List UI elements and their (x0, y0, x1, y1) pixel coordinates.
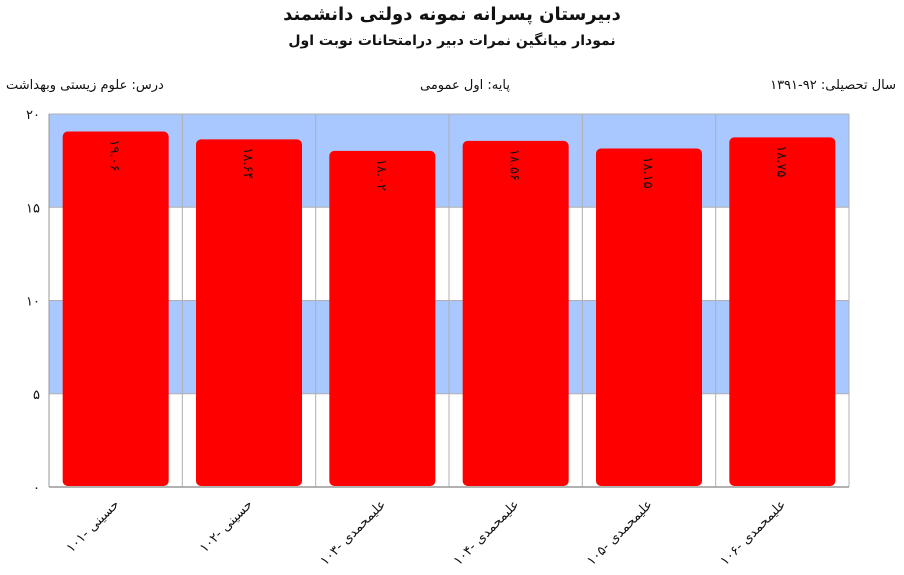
x-tick-label: علیمحمدی -۱۰۴ (451, 497, 523, 569)
bar (729, 137, 836, 486)
chart-title: دبیرستان پسرانه نمونه دولتی دانشمند (283, 4, 621, 25)
y-tick-label: ۱۰ (26, 295, 40, 310)
chart-subtitle: نمودار میانگین نمرات دبیر درامتحانات نوب… (288, 33, 616, 49)
x-tick-label: علیمحمدی -۱۰۶ (718, 497, 790, 569)
bar-value-label: ۱۸.۵۶ (507, 149, 522, 181)
academic-year: سال تحصیلی: ۹۲-۱۳۹۱ (770, 78, 896, 93)
bar-value-label: ۱۸.۷۵ (773, 145, 788, 177)
bar (596, 148, 702, 486)
bar-value-label: ۱۸.۰۲ (373, 159, 388, 191)
bar-value-label: ۱۸.۶۴ (240, 147, 255, 179)
bar-value-label: ۱۹.۰۶ (107, 140, 122, 172)
bar (462, 140, 569, 486)
y-tick-label: ۰ (33, 481, 40, 496)
subject: درس: علوم زیستی وبهداشت (6, 78, 164, 93)
x-tick-label: حسینی -۱۰۱ (64, 497, 123, 556)
y-tick-label: ۲۰ (26, 108, 40, 123)
bar (62, 131, 169, 486)
bar (196, 139, 302, 486)
y-tick-label: ۵ (33, 388, 40, 403)
grade-level: پایه: اول عمومی (420, 78, 510, 93)
bar (329, 150, 436, 486)
x-tick-label: حسینی -۱۰۲ (197, 497, 256, 556)
y-tick-label: ۱۵ (26, 201, 40, 216)
x-tick-label: علیمحمدی -۱۰۵ (584, 497, 656, 569)
bar-value-label: ۱۸.۱۵ (640, 157, 655, 189)
x-tick-label: علیمحمدی -۱۰۳ (318, 497, 390, 569)
